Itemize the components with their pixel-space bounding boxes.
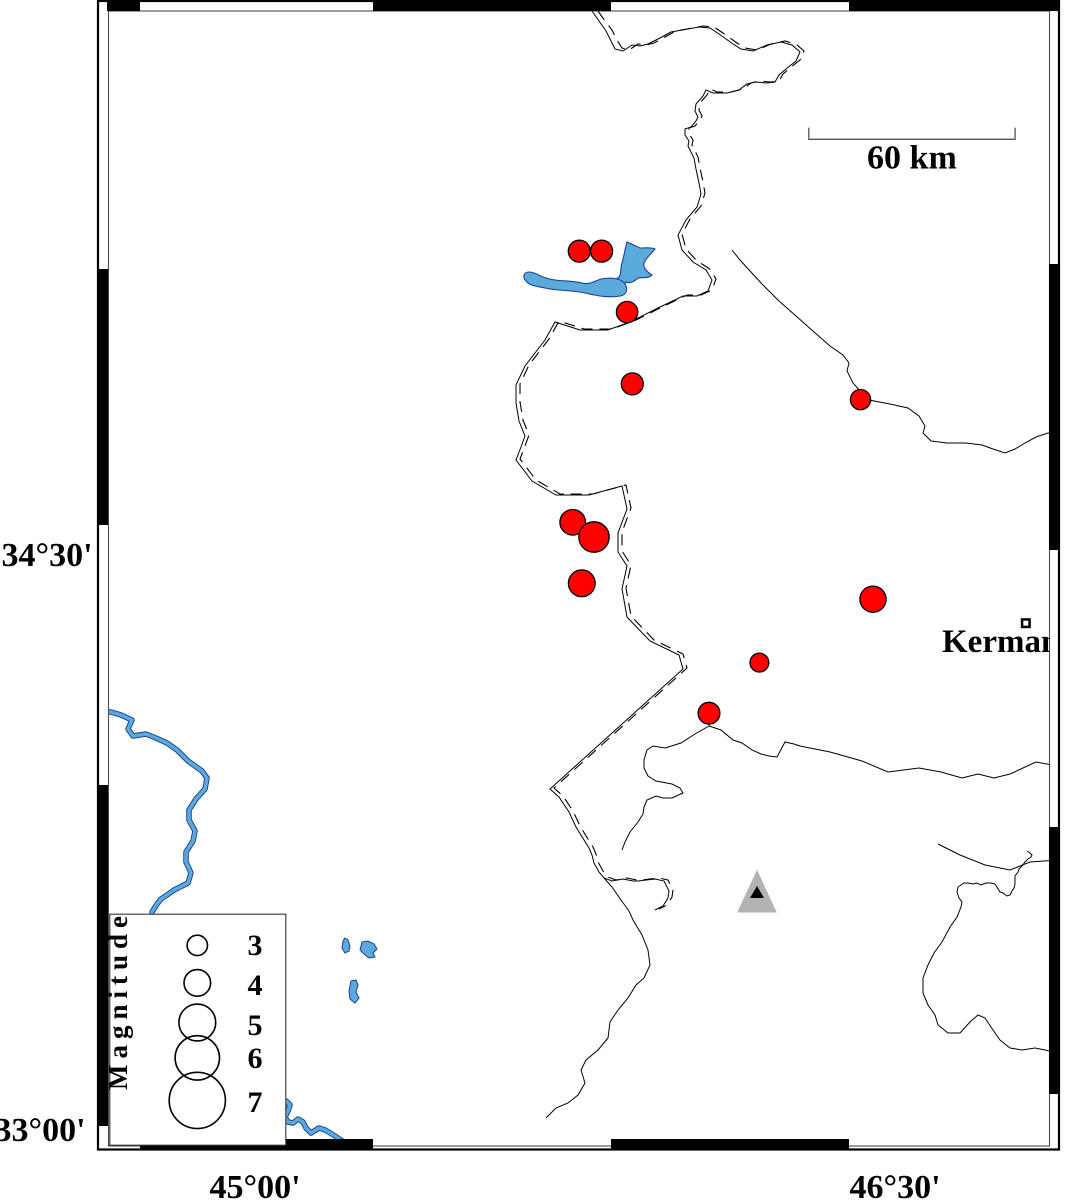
svg-text:Magnitude: Magnitude [103,910,133,1090]
svg-text:34°30': 34°30' [1,537,92,574]
svg-text:5: 5 [248,1009,263,1042]
svg-text:60 km: 60 km [867,140,957,177]
svg-text:46°30': 46°30' [849,1169,940,1200]
svg-text:3: 3 [248,929,263,962]
svg-text:4: 4 [248,969,263,1002]
svg-text:Kermanshah: Kermanshah [942,624,1066,660]
svg-text:7: 7 [248,1086,263,1119]
svg-text:33°00': 33°00' [0,1112,86,1149]
svg-text:45°00': 45°00' [209,1169,300,1200]
svg-text:6: 6 [248,1042,263,1075]
